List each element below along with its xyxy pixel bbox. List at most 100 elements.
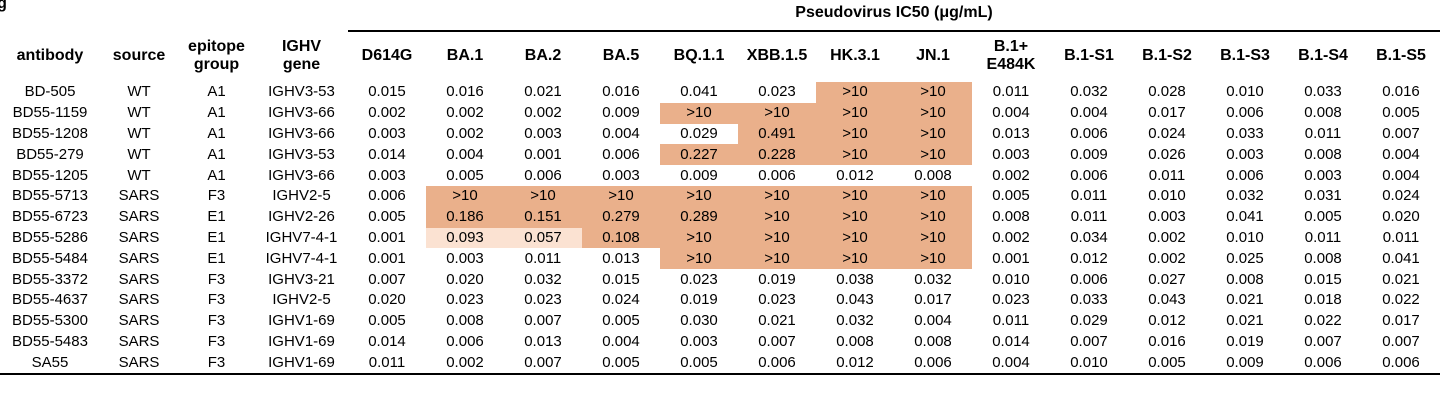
table-cell: 0.004 [446, 145, 484, 163]
table-cell: 0.023 [524, 291, 562, 309]
table-cell: 0.009 [602, 104, 640, 122]
table-cell: 0.005 [368, 312, 406, 330]
table-cell: 0.004 [1070, 104, 1108, 122]
table-cell: >10 [686, 104, 712, 122]
table-cell: 0.018 [1304, 291, 1342, 309]
table-cell: 0.005 [1382, 104, 1420, 122]
table-cell: 0.007 [1070, 332, 1108, 350]
table-cell: 0.093 [446, 228, 484, 246]
table-cell: >10 [608, 187, 634, 205]
table-cell: >10 [842, 145, 868, 163]
table-cell: 0.011 [1304, 124, 1342, 142]
cell-highlight [426, 206, 972, 228]
table-cell: 0.005 [1148, 353, 1186, 371]
table-cell: 0.006 [1226, 166, 1264, 184]
table-cell: 0.023 [680, 270, 718, 288]
table-cell: 0.010 [1226, 83, 1264, 101]
cell-highlight [738, 123, 972, 145]
column-header: B.1-S4 [1298, 47, 1348, 64]
table-cell: 0.004 [1382, 166, 1420, 184]
table-cell: 0.007 [524, 312, 562, 330]
table-cell: 0.008 [446, 312, 484, 330]
table-cell: 0.011 [1070, 187, 1108, 205]
column-header: B.1-S1 [1064, 47, 1114, 64]
table-cell: IGHV2-5 [272, 291, 331, 309]
table-cell: >10 [764, 249, 790, 267]
table-cell: BD55-1208 [12, 124, 88, 142]
table-cell: WT [127, 166, 151, 184]
column-header: BA.1 [446, 47, 484, 64]
table-cell: 0.006 [1070, 166, 1108, 184]
table-cell: SARS [118, 270, 160, 288]
rule [348, 30, 1440, 32]
table-cell: 0.007 [1382, 124, 1420, 142]
table-cell: 0.151 [524, 208, 562, 226]
table-cell: BD55-5483 [12, 332, 88, 350]
table-cell: 0.108 [602, 228, 640, 246]
table-cell: >10 [920, 208, 946, 226]
table-cell: F3 [207, 312, 226, 330]
table-cell: IGHV2-26 [268, 208, 335, 226]
table-cell: SARS [118, 228, 160, 246]
table-cell: WT [127, 83, 151, 101]
table-cell: 0.006 [368, 187, 406, 205]
table-cell: 0.007 [368, 270, 406, 288]
table-cell: 0.002 [446, 124, 484, 142]
table-cell: 0.017 [1382, 312, 1420, 330]
table-cell: 0.019 [1226, 332, 1264, 350]
table-cell: 0.003 [368, 124, 406, 142]
table-cell: 0.028 [1148, 83, 1186, 101]
table-cell: 0.001 [368, 249, 406, 267]
table-cell: SARS [118, 332, 160, 350]
table-cell: IGHV1-69 [268, 353, 335, 371]
column-header: B.1-S3 [1220, 47, 1270, 64]
column-header: source [112, 47, 166, 64]
table-cell: 0.007 [1382, 332, 1420, 350]
table-cell: 0.014 [992, 332, 1030, 350]
table-cell: 0.011 [1148, 166, 1186, 184]
table-cell: 0.015 [602, 270, 640, 288]
column-header: BA.2 [524, 47, 562, 64]
table-cell: 0.005 [992, 187, 1030, 205]
table-cell: 0.006 [1070, 124, 1108, 142]
table-cell: 0.032 [524, 270, 562, 288]
table-cell: 0.023 [758, 291, 796, 309]
table-cell: 0.015 [1304, 270, 1342, 288]
table-cell: 0.014 [368, 145, 406, 163]
table-cell: 0.008 [1304, 104, 1342, 122]
table-cell: 0.033 [1304, 83, 1342, 101]
table-cell: >10 [842, 83, 868, 101]
table-cell: 0.022 [1382, 291, 1420, 309]
column-header: HK.3.1 [830, 47, 880, 64]
table-cell: IGHV3-53 [268, 83, 335, 101]
table-cell: WT [127, 124, 151, 142]
table-cell: IGHV3-66 [268, 104, 335, 122]
table-cell: 0.007 [1304, 332, 1342, 350]
table-cell: 0.006 [758, 353, 796, 371]
table-cell: 0.013 [602, 249, 640, 267]
table-cell: SARS [118, 208, 160, 226]
table-cell: >10 [686, 249, 712, 267]
table-cell: 0.033 [1226, 124, 1264, 142]
table-cell: IGHV7-4-1 [265, 228, 338, 246]
table-cell: 0.006 [524, 166, 562, 184]
table-cell: 0.033 [1070, 291, 1108, 309]
table-cell: 0.003 [602, 166, 640, 184]
table-cell: 0.031 [1304, 187, 1342, 205]
table-cell: F3 [207, 270, 226, 288]
table-cell: 0.008 [1304, 249, 1342, 267]
table-cell: 0.011 [368, 353, 406, 371]
table-cell: 0.227 [680, 145, 718, 163]
table-cell: 0.021 [1226, 312, 1264, 330]
table-cell: 0.006 [1304, 353, 1342, 371]
rule [0, 373, 1440, 375]
table-cell: 0.024 [602, 291, 640, 309]
cell-highlight [660, 102, 972, 124]
table-cell: 0.005 [680, 353, 718, 371]
table-cell: >10 [686, 187, 712, 205]
table-cell: 0.002 [368, 104, 406, 122]
table-cell: >10 [920, 83, 946, 101]
table-cell: 0.016 [602, 83, 640, 101]
table-cell: IGHV7-4-1 [265, 249, 338, 267]
table-cell: >10 [920, 228, 946, 246]
